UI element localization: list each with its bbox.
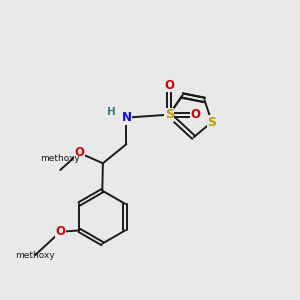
Text: S: S	[207, 116, 216, 128]
Text: O: O	[74, 146, 84, 159]
Text: H: H	[107, 107, 116, 117]
Text: O: O	[55, 225, 65, 239]
Text: S: S	[165, 108, 174, 121]
Text: O: O	[164, 79, 174, 92]
Text: methoxy: methoxy	[15, 250, 55, 260]
Text: O: O	[190, 108, 201, 121]
Text: N: N	[122, 111, 131, 124]
Text: methoxy: methoxy	[40, 154, 80, 163]
